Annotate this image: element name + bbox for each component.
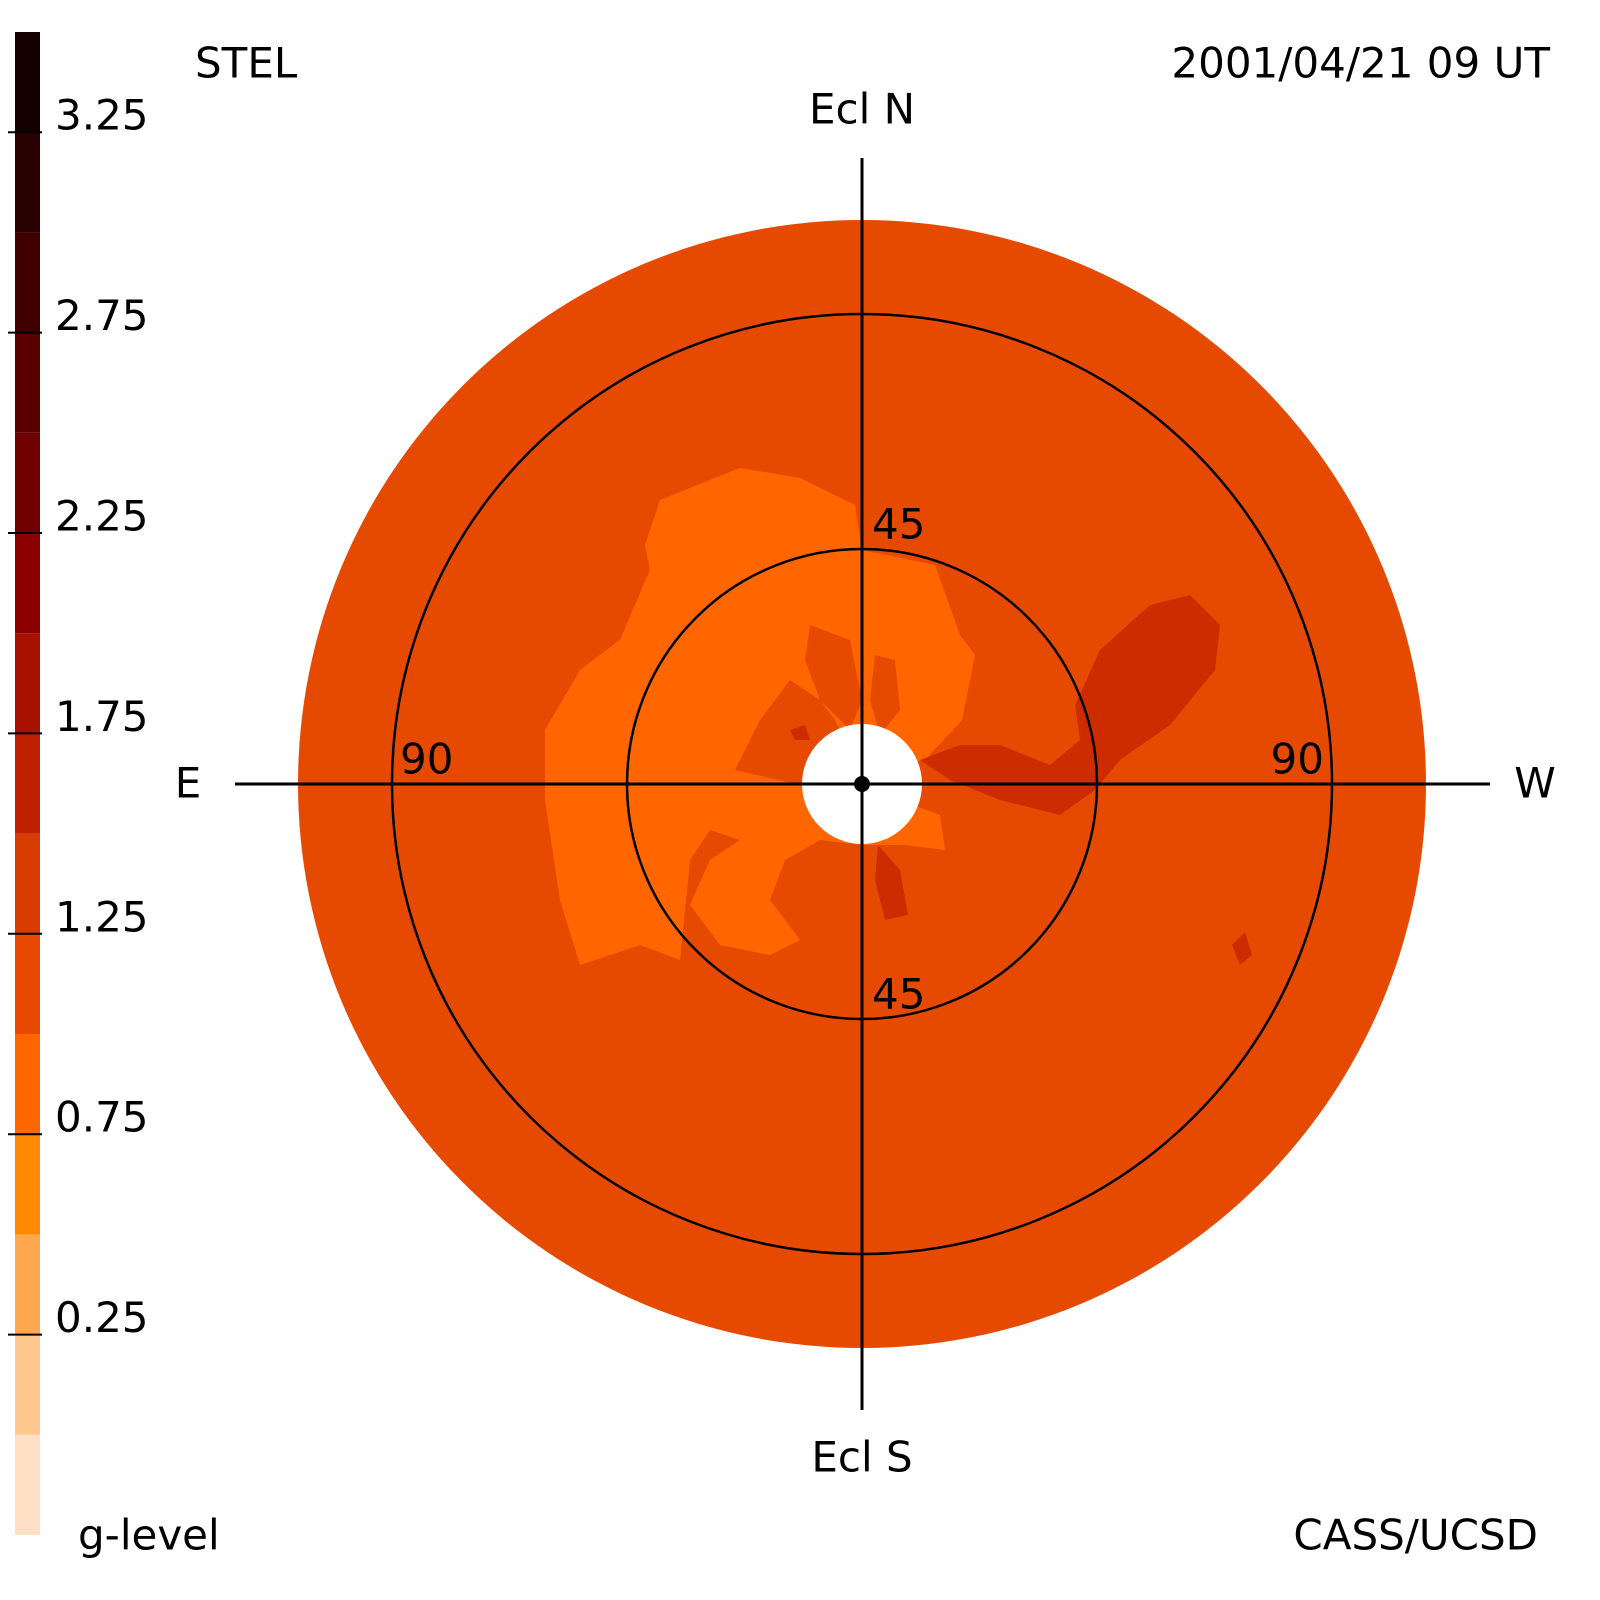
colorbar-band	[15, 32, 40, 133]
colorbar-tick-label: 0.75	[55, 1093, 149, 1142]
title: STEL	[195, 39, 298, 88]
colorbar-band	[15, 132, 40, 233]
colorbar-tick-label: 0.25	[55, 1293, 149, 1342]
colorbar-band	[15, 633, 40, 734]
colorbar-tick-label: 2.75	[55, 291, 149, 340]
south-label: Ecl S	[811, 1433, 912, 1482]
colorbar-tick-label: 1.25	[55, 892, 149, 941]
colorbar-band	[15, 933, 40, 1034]
ring-label: 90	[1271, 735, 1324, 784]
colorbar-band	[15, 1234, 40, 1335]
colorbar-band	[15, 332, 40, 433]
colorbar-band	[15, 1134, 40, 1235]
region-mid	[805, 625, 900, 735]
colorbar-band	[15, 733, 40, 834]
sun-center	[854, 776, 870, 792]
date-label: 2001/04/21 09 UT	[1171, 39, 1550, 88]
region-high	[790, 595, 1252, 965]
colorbar-band	[15, 833, 40, 934]
west-label: W	[1514, 759, 1556, 808]
colorbar-band	[15, 232, 40, 333]
colorbar-band	[15, 1334, 40, 1435]
north-label: Ecl N	[809, 85, 915, 134]
credit: CASS/UCSD	[1293, 1511, 1538, 1560]
colorbar-band	[15, 1434, 40, 1535]
colorbar-tick-label: 3.25	[55, 91, 149, 140]
ring-label: 45	[872, 500, 925, 549]
colorbar-label: g-level	[78, 1511, 220, 1560]
colorbar-band	[15, 432, 40, 533]
sky-map	[235, 158, 1490, 1410]
colorbar-band	[15, 1034, 40, 1135]
ring-label: 90	[400, 735, 453, 784]
colorbar-band	[15, 533, 40, 634]
colorbar-tick-label: 1.75	[55, 692, 149, 741]
east-label: E	[175, 759, 202, 808]
ring-label: 45	[872, 970, 925, 1019]
colorbar-tick-label: 2.25	[55, 492, 149, 541]
